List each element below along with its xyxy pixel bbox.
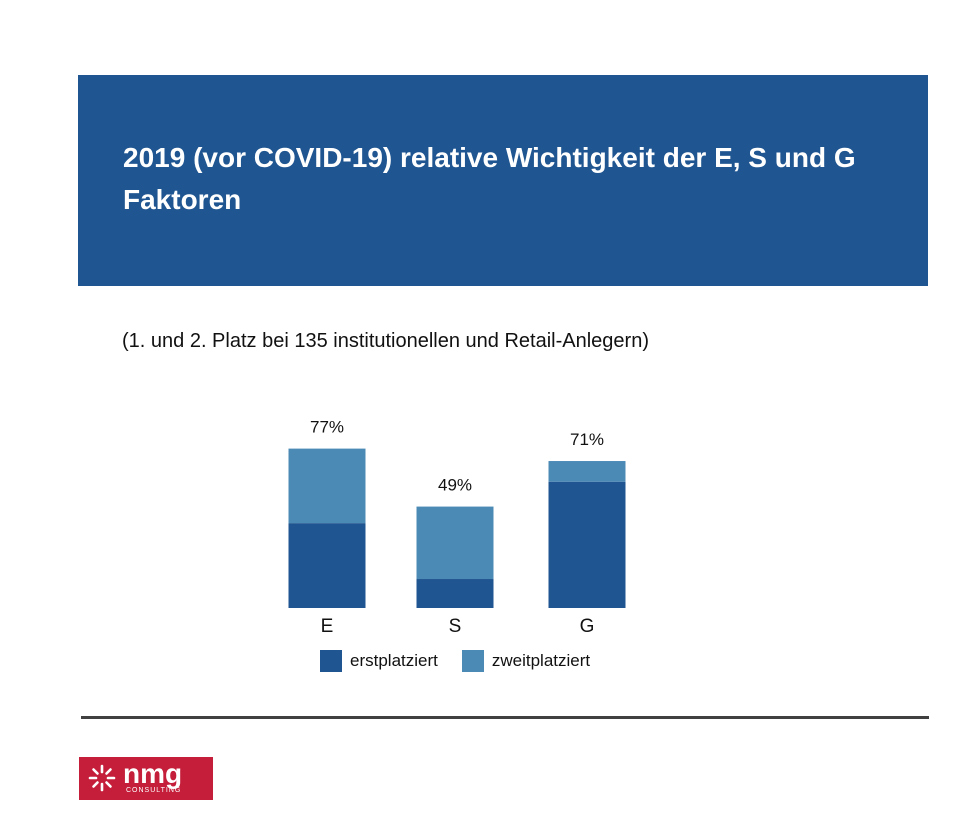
chart-legend: erstplatziert zweitplatziert — [320, 650, 614, 672]
bar-g-zweitplatziert — [548, 461, 626, 482]
category-label-s: S — [449, 616, 462, 637]
legend-label-zweitplatziert: zweitplatziert — [491, 651, 591, 670]
bar-s-erstplatziert — [416, 579, 494, 608]
logo-subtext: CONSULTING — [126, 787, 182, 794]
bar-e-zweitplatziert — [288, 448, 366, 524]
bar-s-zweitplatziert — [416, 506, 494, 580]
legend-item-zweitplatziert: zweitplatziert — [461, 650, 591, 672]
category-label-g: G — [580, 616, 595, 637]
total-label-e: 77% — [310, 418, 344, 437]
total-label-s: 49% — [438, 476, 472, 495]
nmg-logo: nmg CONSULTING — [79, 757, 213, 800]
chart-subtitle: (1. und 2. Platz bei 135 institutionelle… — [122, 330, 649, 352]
page-title: 2019 (vor COVID-19) relative Wichtigkeit… — [123, 142, 856, 215]
category-label-e: E — [321, 616, 334, 637]
bar-g-erstplatziert — [548, 481, 626, 608]
logo-wordmark: nmg — [123, 758, 183, 789]
legend-item-erstplatziert: erstplatziert — [320, 650, 438, 672]
sunburst-logo-icon — [88, 764, 116, 792]
legend-swatch-erstplatziert — [320, 650, 342, 672]
total-label-g: 71% — [570, 430, 604, 449]
title-band: 2019 (vor COVID-19) relative Wichtigkeit… — [78, 75, 928, 286]
legend-swatch-zweitplatziert — [461, 650, 484, 672]
legend-label-erstplatziert: erstplatziert — [350, 651, 438, 670]
bar-e-erstplatziert — [288, 523, 366, 608]
footer-divider — [81, 716, 929, 719]
